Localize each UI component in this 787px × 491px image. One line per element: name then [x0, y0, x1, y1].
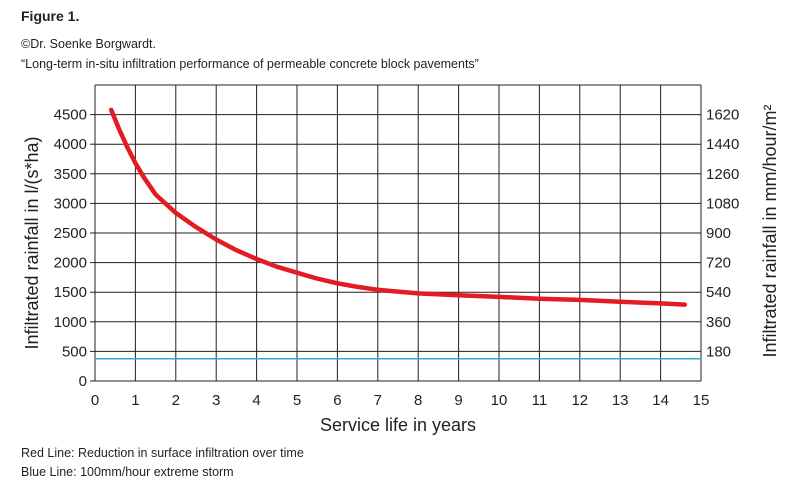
x-tick-label: 10: [491, 392, 508, 409]
x-tick-label: 3: [212, 392, 220, 409]
y-axis-title-left: Infiltrated rainfall in l/(s*ha): [22, 136, 42, 349]
y-tick-label-right: 360: [706, 314, 731, 331]
figure-credit: ©Dr. Soenke Borgwardt.: [21, 37, 156, 51]
y-tick-label-left: 4500: [54, 107, 87, 124]
x-tick-label: 9: [454, 392, 462, 409]
x-tick-label: 11: [532, 392, 548, 409]
x-tick-label: 14: [652, 392, 669, 409]
x-tick-label: 4: [252, 392, 260, 409]
x-tick-label: 12: [571, 392, 588, 409]
x-tick-label: 15: [693, 392, 710, 409]
y-tick-label-right: 1080: [706, 195, 739, 212]
x-tick-label: 7: [374, 392, 382, 409]
y-tick-label-left: 2500: [54, 225, 87, 242]
chart-ticks: 0 1 2 3 4 5 6 7 8 9 10 11 12 13 14 15050010001500200025…: [54, 107, 740, 409]
x-tick-label: 6: [333, 392, 341, 409]
y-tick-label-left: 2000: [54, 255, 87, 272]
y-tick-label-left: 1000: [54, 314, 87, 331]
figure-label: Figure 1.: [21, 8, 80, 24]
x-tick-label: 13: [612, 392, 629, 409]
x-tick-label: 5: [293, 392, 301, 409]
chart-series: [94, 107, 702, 360]
figure-subtitle: “Long-term in-situ infiltration performa…: [21, 57, 479, 71]
caption-blue-line: Blue Line: 100mm/hour extreme storm: [21, 465, 234, 479]
y-tick-label-left: 0: [79, 373, 87, 390]
y-tick-label-right: 1440: [706, 136, 739, 153]
caption-red-line: Red Line: Reduction in surface infiltrat…: [21, 446, 304, 460]
x-tick-label: 8: [414, 392, 422, 409]
y-tick-label-left: 3500: [54, 166, 87, 183]
x-tick-label: 1: [131, 392, 139, 409]
y-axis-title-right: Infiltrated rainfall in mm/hour/m²: [760, 104, 780, 357]
y-tick-label-left: 3000: [54, 195, 87, 212]
chart-grid: [90, 84, 702, 382]
x-tick-label: 2: [172, 392, 180, 409]
y-tick-label-right: 540: [706, 284, 731, 301]
x-tick-label: 0: [91, 392, 99, 409]
x-axis-title: Service life in years: [320, 415, 476, 435]
y-tick-label-right: 1260: [706, 166, 739, 183]
y-tick-label-right: 1620: [706, 107, 739, 124]
y-tick-label-right: 180: [706, 343, 731, 360]
y-tick-label-right: 900: [706, 225, 731, 242]
y-tick-label-left: 1500: [54, 284, 87, 301]
y-tick-label-right: 720: [706, 255, 731, 272]
infiltration-decline-line: [108, 107, 688, 307]
y-tick-label-left: 500: [62, 343, 87, 360]
y-tick-label-left: 4000: [54, 136, 87, 153]
